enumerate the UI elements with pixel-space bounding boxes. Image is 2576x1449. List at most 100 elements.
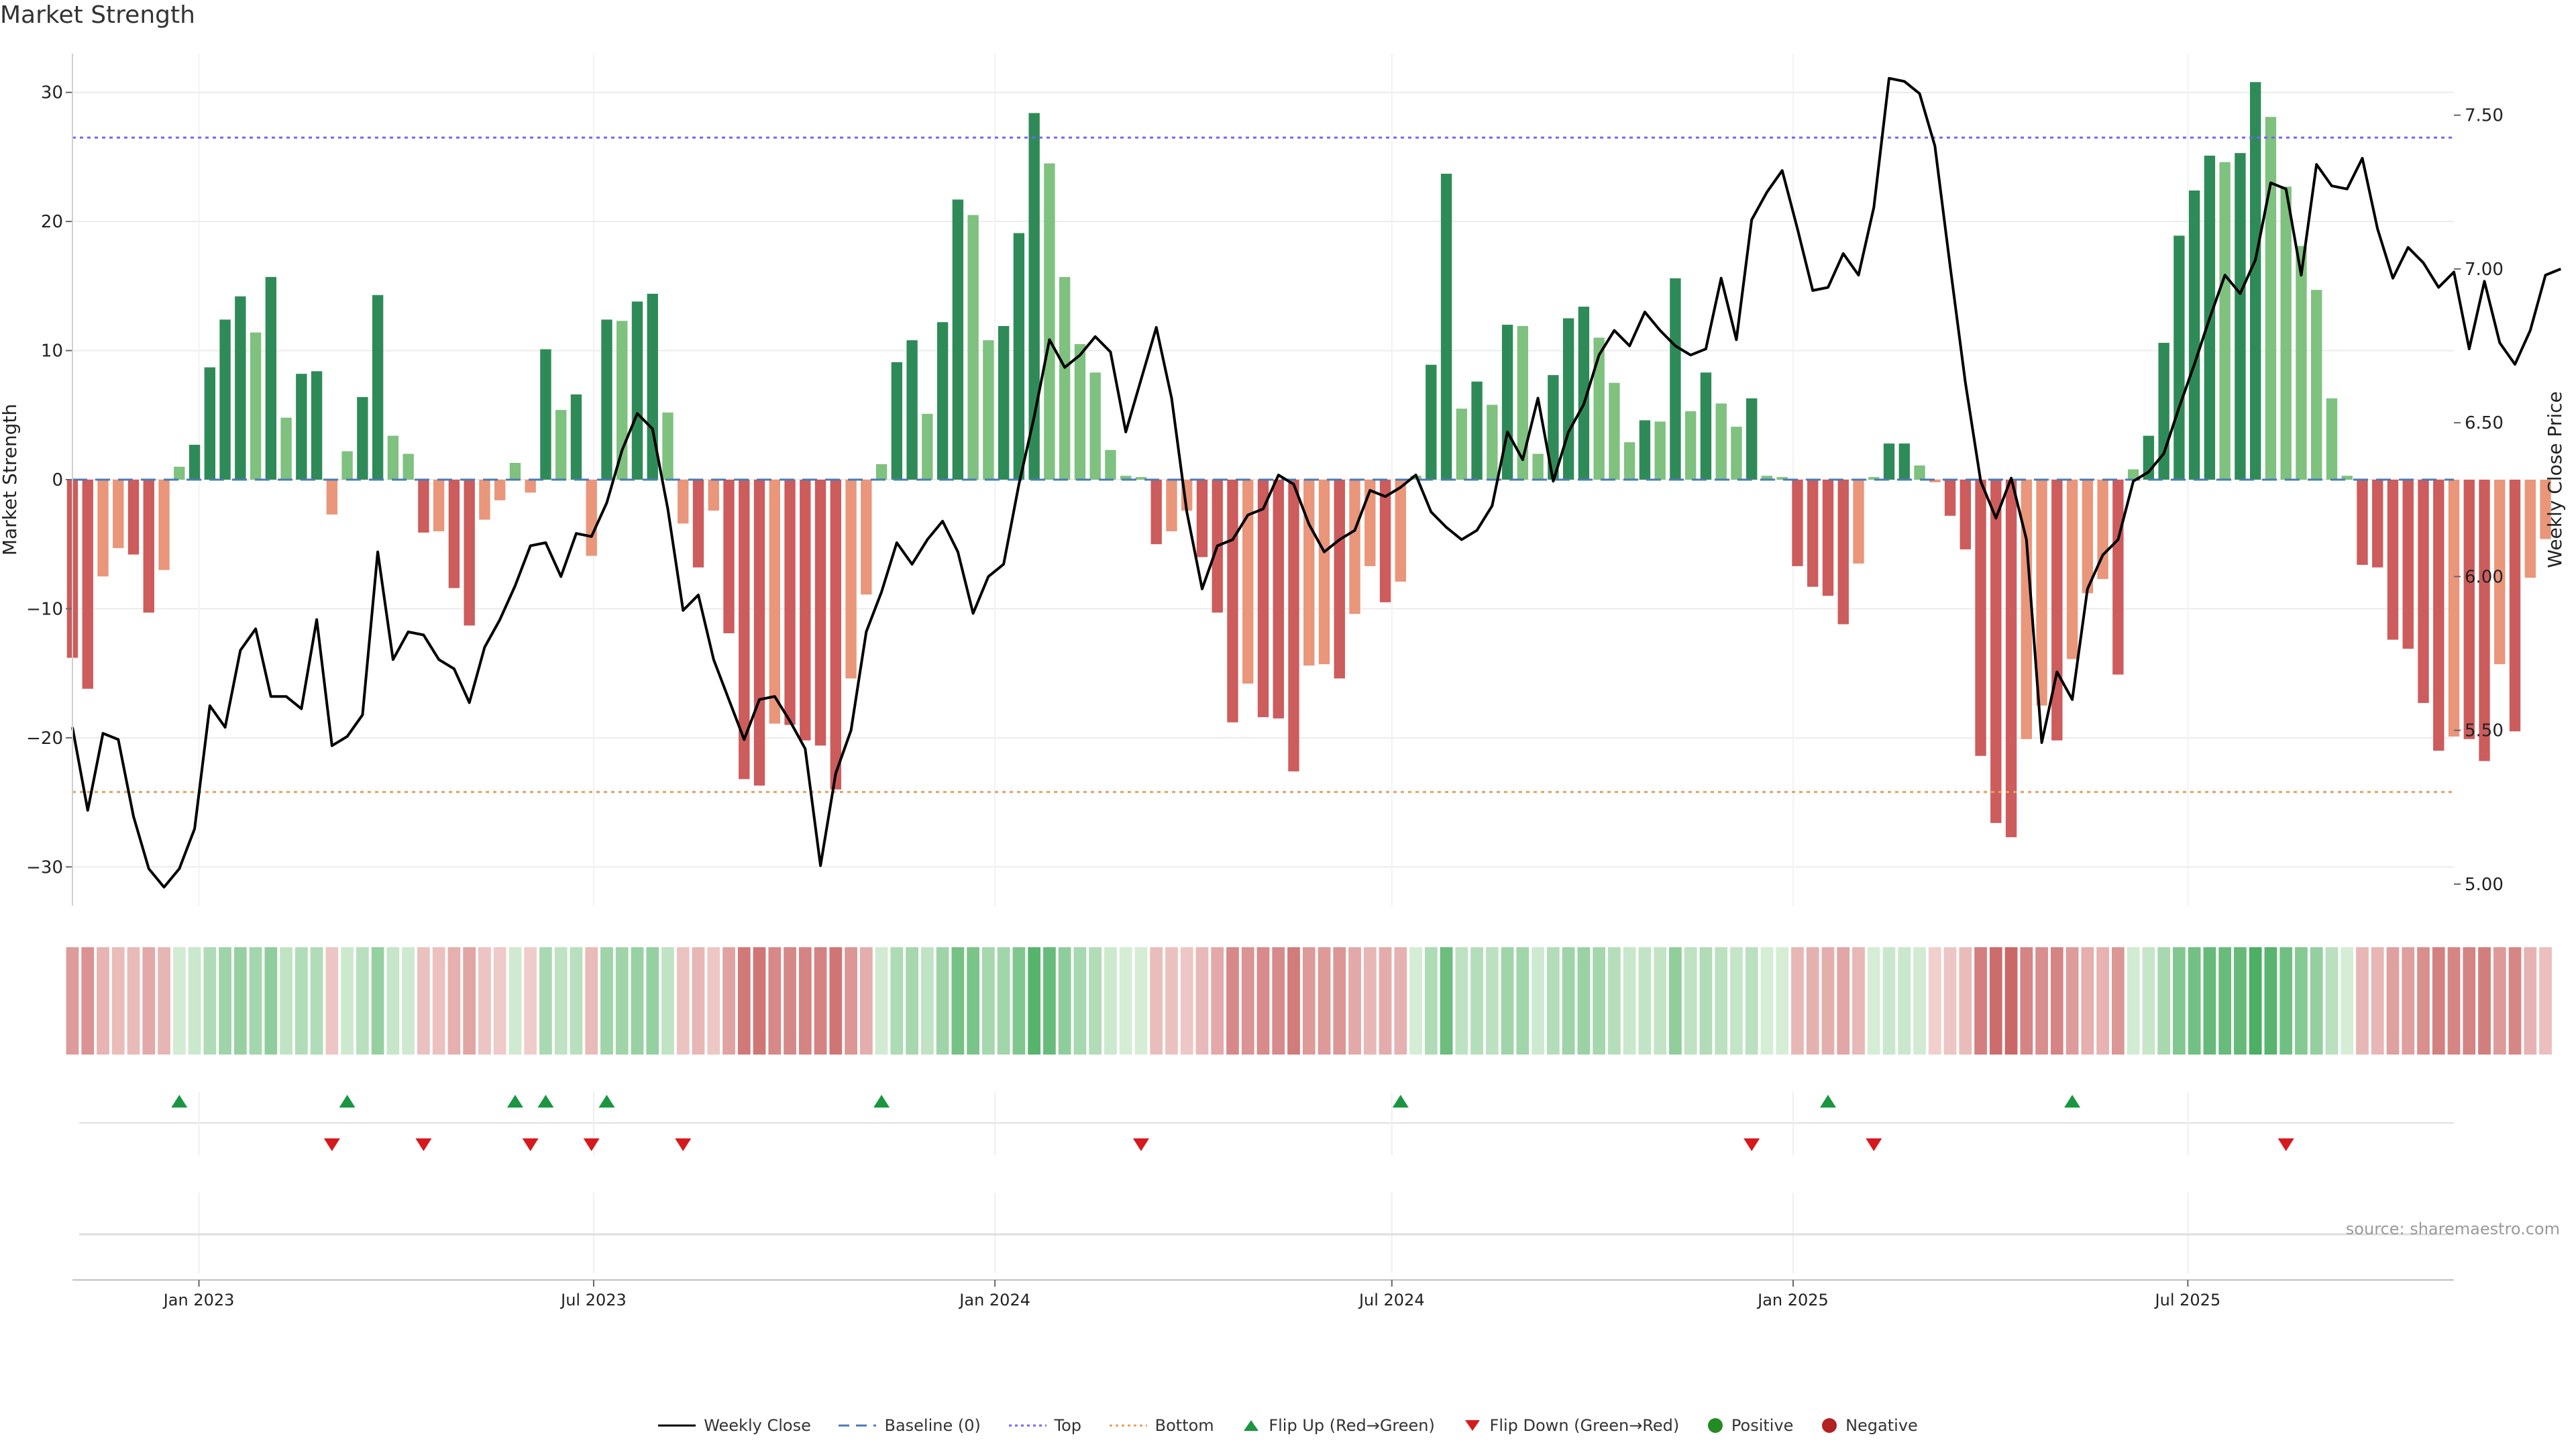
strength-bar xyxy=(1395,480,1406,582)
strength-bar xyxy=(1074,343,1086,480)
heat-cell xyxy=(203,947,217,1055)
strength-bar xyxy=(1654,421,1666,480)
strength-bar xyxy=(1150,480,1162,545)
y-tick-label: 0 xyxy=(52,470,63,490)
flip-up-marker xyxy=(2064,1095,2081,1108)
strength-bar xyxy=(1562,318,1574,480)
strength-bar xyxy=(1303,480,1315,666)
heat-cell xyxy=(1104,947,1117,1055)
strength-bar xyxy=(800,480,811,741)
y-tick-label: −30 xyxy=(26,857,63,877)
flip-down-marker xyxy=(323,1138,340,1151)
flip-up-marker xyxy=(873,1095,890,1108)
heat-cell xyxy=(1424,947,1438,1055)
flip-down-marker xyxy=(2277,1138,2294,1151)
strength-bar xyxy=(2479,480,2490,761)
heat-cell xyxy=(2341,947,2354,1055)
legend-negative: Negative xyxy=(1821,1416,1918,1435)
heat-cell xyxy=(2478,947,2491,1055)
heat-cell xyxy=(2081,947,2094,1055)
strength-bar xyxy=(2311,290,2322,480)
heat-cell xyxy=(1256,947,1270,1055)
strength-bar xyxy=(861,480,872,595)
strength-bar xyxy=(1426,364,1437,480)
strength-bar xyxy=(1273,480,1284,718)
strength-bar xyxy=(540,349,551,480)
legend-flip-up: Flip Up (Red→Green) xyxy=(1242,1416,1435,1435)
heat-cell xyxy=(1195,947,1209,1055)
strength-bar xyxy=(1853,480,1864,564)
strength-bar xyxy=(311,371,323,480)
heat-cell xyxy=(2356,947,2369,1055)
strength-bar xyxy=(2418,480,2429,703)
heat-cell xyxy=(1455,947,1468,1055)
heat-cell xyxy=(280,947,292,1055)
strength-bar xyxy=(845,480,857,679)
legend-label: Negative xyxy=(1845,1416,1918,1435)
strength-bar xyxy=(402,453,414,480)
heat-cell xyxy=(1226,947,1239,1055)
heat-cell xyxy=(2218,947,2232,1055)
strength-bar xyxy=(1975,480,1986,756)
heat-cell xyxy=(142,947,156,1055)
legend-label: Weekly Close xyxy=(704,1416,811,1435)
strength-bar xyxy=(2494,480,2506,665)
strength-bar xyxy=(2021,480,2033,739)
heat-cell xyxy=(554,947,568,1055)
heat-cell xyxy=(2203,947,2216,1055)
strength-bar xyxy=(739,480,750,780)
heat-cell xyxy=(2417,947,2430,1055)
strength-bar xyxy=(1456,409,1468,480)
strength-bar xyxy=(2524,480,2536,578)
strength-bar xyxy=(830,480,842,790)
heat-cell xyxy=(81,947,95,1055)
heat-cell xyxy=(1409,947,1422,1055)
heat-cell xyxy=(2310,947,2323,1055)
heat-cell xyxy=(1394,947,1407,1055)
y2-tick-label: 7.50 xyxy=(2465,106,2504,126)
legend: Weekly Close Baseline (0) Top Bottom Fli… xyxy=(0,1415,2576,1435)
heat-cell xyxy=(524,947,537,1055)
legend-label: Flip Down (Green→Red) xyxy=(1489,1416,1680,1435)
heat-cell xyxy=(172,947,186,1055)
strength-bar xyxy=(1105,449,1116,480)
heat-cell xyxy=(875,947,888,1055)
heat-cell xyxy=(1791,947,1804,1055)
heat-cell xyxy=(692,947,705,1055)
strength-bar xyxy=(1318,480,1330,665)
strength-bar xyxy=(1227,480,1238,722)
strength-bar xyxy=(1379,480,1391,602)
heat-cell xyxy=(2432,947,2445,1055)
strength-bar xyxy=(1471,381,1483,480)
heat-cell xyxy=(2065,947,2079,1055)
heat-cell xyxy=(2096,947,2109,1055)
strength-bar xyxy=(189,445,201,480)
heat-cell xyxy=(1776,947,1789,1055)
heat-cell xyxy=(1882,947,1896,1055)
strength-bar xyxy=(1440,173,1452,480)
legend-label: Top xyxy=(1054,1416,1082,1435)
heat-cell xyxy=(432,947,445,1055)
heat-cell xyxy=(1211,947,1224,1055)
strength-bar xyxy=(265,276,277,480)
heat-cell xyxy=(188,947,201,1055)
heat-cell xyxy=(264,947,278,1055)
y2-tick-label: 7.00 xyxy=(2465,260,2504,280)
legend-weekly-close: Weekly Close xyxy=(658,1416,811,1435)
heat-cell xyxy=(2050,947,2063,1055)
heat-cell xyxy=(1333,947,1346,1055)
strength-bar xyxy=(1334,480,1345,679)
strength-bar xyxy=(357,396,368,480)
strength-bar xyxy=(1578,307,1590,480)
heat-cell xyxy=(1638,947,1652,1055)
strength-bar xyxy=(952,199,964,480)
strength-bar xyxy=(1487,405,1498,480)
heat-cell xyxy=(2035,947,2048,1055)
strength-bar xyxy=(1883,443,1895,480)
strength-bar xyxy=(1684,411,1697,480)
strength-bar xyxy=(235,296,246,480)
heat-cell xyxy=(2279,947,2293,1055)
strength-bar xyxy=(341,451,353,480)
heat-cell xyxy=(784,947,796,1055)
reference-lines xyxy=(72,136,2454,794)
